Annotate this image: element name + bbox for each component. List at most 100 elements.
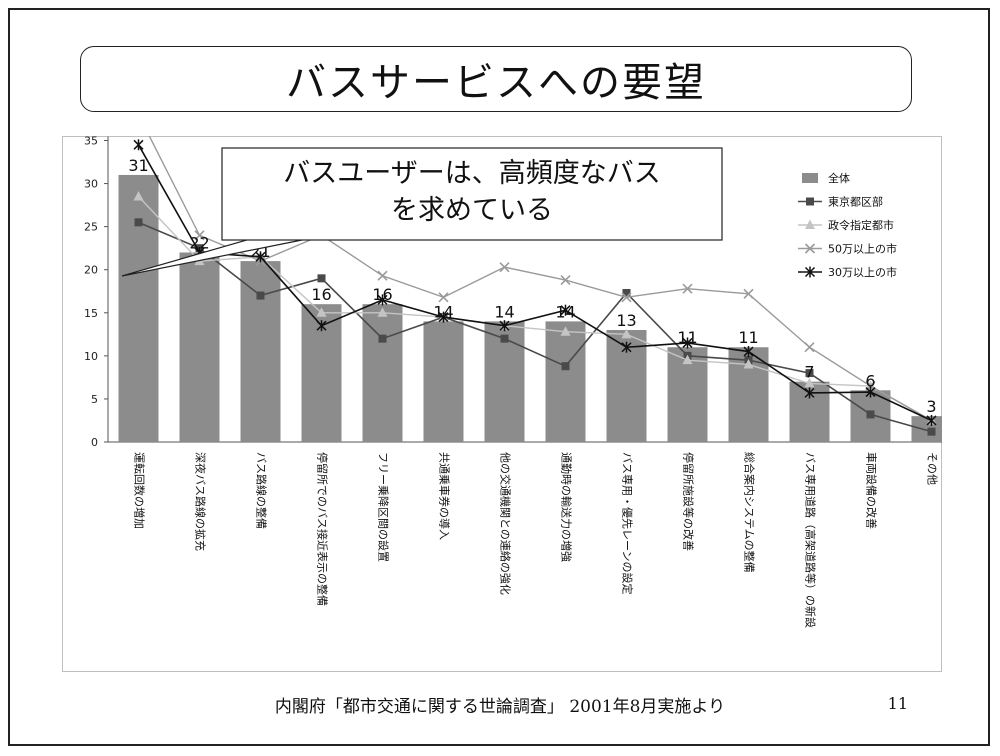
- point-3-13: [926, 414, 937, 426]
- page-number: 11: [887, 694, 908, 713]
- bar-label-5: 14: [433, 302, 453, 321]
- legend-item-1: 東京都区部: [798, 195, 883, 209]
- point-0-12: [866, 410, 875, 419]
- bar-label-8: 13: [616, 311, 636, 330]
- point-2-8-b: [621, 292, 632, 303]
- x-tick-label-11: バス専用道路（高架道路等）の新設: [804, 452, 818, 628]
- bar-5: [423, 321, 464, 442]
- x-tick-label-6: 他の交通機関との連絡の強化: [499, 452, 513, 595]
- bar-label-1: 22: [189, 233, 209, 252]
- point-2-1-b: [194, 230, 205, 241]
- point-0-11: [805, 369, 814, 378]
- point-3-8: [621, 341, 632, 353]
- point-1-7: [560, 326, 571, 336]
- y-tick-label: 20: [84, 264, 98, 277]
- legend-item-2: 政令指定都市: [798, 218, 894, 232]
- point-2-1: [194, 230, 205, 241]
- point-3-7: [560, 304, 571, 316]
- point-3-2: [255, 251, 266, 263]
- point-1-8: [621, 328, 632, 339]
- line-series: [133, 136, 937, 436]
- x-tick-label-7: 通勤時の輸送力の増強: [560, 452, 574, 562]
- point-0-0: [134, 218, 143, 227]
- point-3-5: [438, 311, 449, 323]
- bar-label-3: 16: [311, 285, 331, 304]
- y-tick-label: 15: [84, 307, 98, 320]
- point-3-3: [316, 320, 327, 332]
- bar-4: [362, 304, 403, 442]
- bar-7: [545, 321, 586, 442]
- line-series-1: [137, 196, 932, 422]
- legend-marker-2: [805, 219, 815, 229]
- bar-label-11: 7: [804, 363, 814, 382]
- point-2-9: [682, 283, 693, 294]
- point-2-7: [560, 274, 571, 286]
- callout-line-0: バスユーザーは、高頻度なバス: [283, 158, 660, 189]
- point-2-9-b: [682, 283, 693, 294]
- y-tick-label: 35: [84, 136, 98, 148]
- point-2-11-b: [804, 342, 815, 353]
- point-2-7-b: [560, 274, 571, 286]
- point-2-5: [438, 292, 449, 303]
- legend-swatch-0: [802, 173, 818, 183]
- legend-item-0: 全体: [802, 171, 850, 185]
- point-3-12: [865, 386, 876, 398]
- legend-item-4: 30万以上の市: [798, 265, 897, 279]
- x-tick-label-2: バス路線の整備: [255, 452, 269, 529]
- legend-label-1: 東京都区部: [828, 195, 883, 209]
- x-tick-label-1: 深夜バス路線の拡充: [194, 452, 208, 551]
- line-series-0: [138, 221, 932, 433]
- callout-box: [221, 147, 723, 241]
- point-0-8: [622, 288, 631, 297]
- bar-1: [179, 252, 220, 442]
- point-3-4: [377, 294, 388, 306]
- bar-label-6: 14: [494, 302, 514, 321]
- legend-label-0: 全体: [828, 171, 850, 185]
- point-0-4: [378, 334, 387, 343]
- bar-label-0: 31: [128, 156, 148, 175]
- point-1-4: [377, 307, 388, 317]
- y-tick-label: 5: [91, 393, 98, 406]
- point-3-11: [804, 387, 815, 399]
- x-tick-label-13: その他: [926, 452, 939, 485]
- x-tick-label-4: フリー乗降区間の設置: [377, 452, 391, 562]
- source-footer: 内閣府「都市交通に関する世論調査」 2001年8月実施より: [274, 697, 726, 717]
- bar-13: [911, 416, 942, 442]
- point-3-0: [133, 139, 144, 151]
- bar-label-9: 11: [677, 328, 697, 347]
- legend-marker-4: [804, 266, 816, 278]
- point-1-10: [743, 358, 754, 369]
- point-3-6: [499, 320, 510, 332]
- callout-line-1: を求めている: [391, 195, 553, 226]
- bar-label-12: 6: [865, 371, 875, 390]
- bar-label-13: 3: [926, 397, 936, 416]
- x-tick-label-0: 運転回数の増加: [133, 452, 146, 529]
- line-series-3: [137, 144, 932, 422]
- x-tick-label-10: 総合案内システムの整備: [743, 452, 757, 573]
- x-tick-label-9: 停留所施設等の改善: [682, 452, 696, 551]
- point-2-10: [743, 288, 754, 299]
- point-0-6: [500, 334, 509, 343]
- line-series-2: [148, 136, 932, 422]
- point-1-11: [804, 377, 815, 388]
- x-tick-labels: 運転回数の増加 深夜バス路線の拡充 バス路線の整備 停留所でのバス接近表示の整備 フリー…: [133, 452, 939, 628]
- point-3-10: [743, 346, 754, 358]
- legend-item-3: 50万以上の市: [798, 242, 897, 256]
- point-0-7: [561, 362, 570, 371]
- point-2-4: [377, 270, 388, 281]
- bar-2: [240, 261, 281, 442]
- point-0-3: [317, 274, 326, 283]
- point-0-2: [256, 291, 265, 300]
- y-tick-label: 10: [84, 350, 98, 363]
- callout-patch: [223, 224, 302, 239]
- x-tick-label-5: 共通乗車券の導入: [438, 452, 452, 540]
- point-1-3: [316, 307, 327, 317]
- y-tick-label: 25: [84, 221, 98, 234]
- bar-0: [118, 174, 159, 442]
- bar-label-4: 16: [372, 285, 392, 304]
- point-2-10-b: [743, 288, 754, 299]
- point-2-5-b: [438, 292, 449, 303]
